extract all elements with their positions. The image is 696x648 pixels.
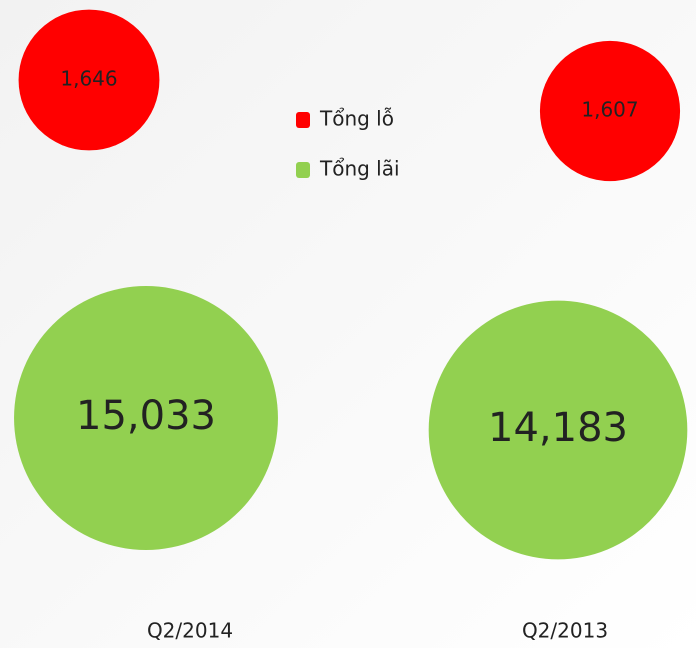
category-label: Q2/2013 <box>522 619 608 643</box>
bubble <box>14 286 278 550</box>
data-label: 1,646 <box>60 67 117 91</box>
legend-label: Tổng lỗ <box>319 107 394 131</box>
data-label: 14,183 <box>488 405 628 451</box>
legend-swatch <box>296 162 310 178</box>
data-label: 15,033 <box>76 393 216 439</box>
data-label: 1,607 <box>581 98 638 122</box>
bubble <box>428 300 688 560</box>
legend-swatch <box>296 112 310 128</box>
legend-label: Tổng lãi <box>319 157 400 181</box>
category-label: Q2/2014 <box>147 619 233 643</box>
bubble <box>539 40 681 182</box>
bubble <box>18 9 160 151</box>
